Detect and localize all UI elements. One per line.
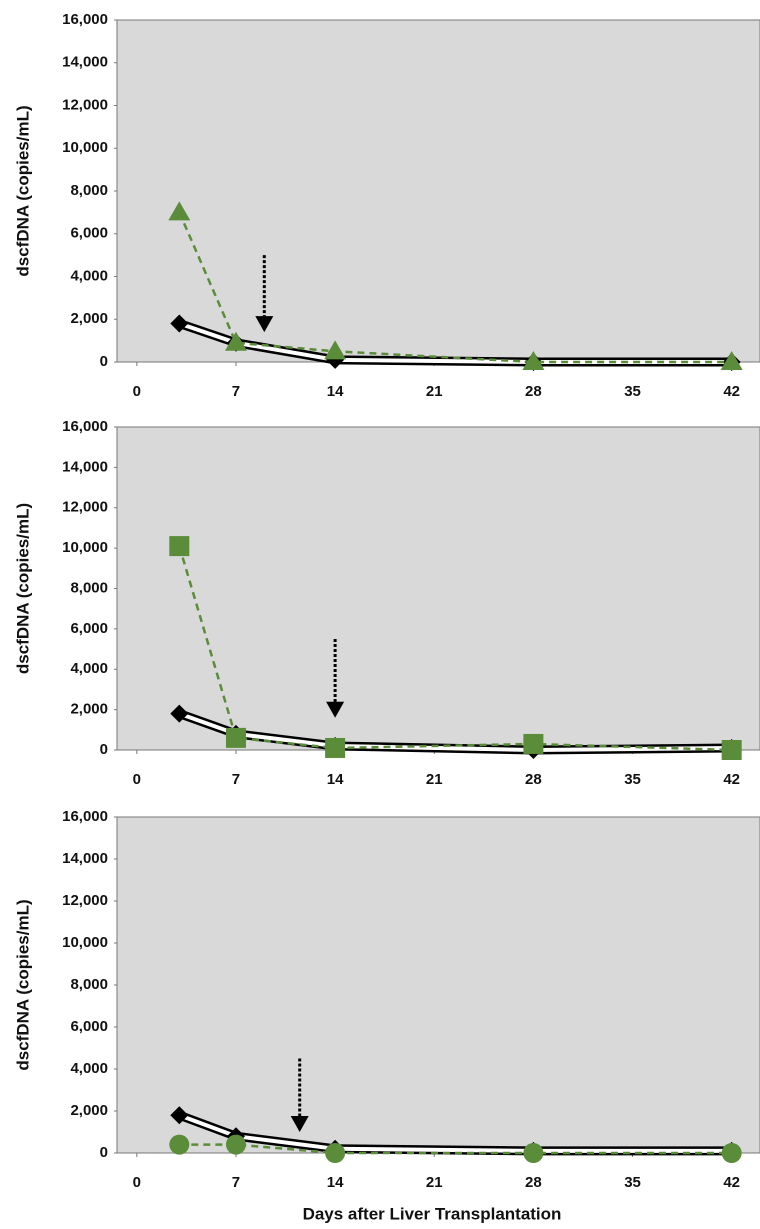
y-tick-label: 4,000	[70, 1060, 108, 1077]
y-tick-label: 14,000	[62, 54, 108, 71]
x-tick-label: 42	[723, 383, 740, 400]
plot-area	[116, 19, 760, 363]
y-tick-label: 2,000	[70, 1102, 108, 1119]
y-tick-label: 4,000	[70, 267, 108, 284]
point	[225, 727, 246, 748]
x-tick-label: 14	[327, 771, 344, 788]
x-tick-label: 28	[525, 1174, 542, 1191]
y-tick-label: 2,000	[70, 310, 108, 327]
x-tick-label: 7	[232, 771, 240, 788]
y-tick-label: 6,000	[70, 225, 108, 242]
x-tick-label: 21	[426, 383, 443, 400]
point	[720, 351, 743, 370]
x-tick-label: 7	[232, 383, 240, 400]
point	[170, 314, 189, 333]
y-tick-label: 12,000	[62, 96, 108, 113]
y-axis-label: dscfDNA (copies/mL)	[13, 899, 32, 1070]
y-tick-label: 16,000	[62, 11, 108, 28]
point	[721, 1143, 742, 1163]
y-tick-label: 16,000	[62, 808, 108, 825]
y-tick-label: 16,000	[62, 418, 108, 435]
y-tick-label: 0	[100, 353, 108, 370]
point	[170, 1106, 189, 1125]
x-tick-label: 42	[723, 1174, 740, 1191]
point	[523, 1143, 544, 1163]
point	[170, 704, 189, 723]
point	[325, 737, 346, 758]
x-tick-label: 42	[723, 771, 740, 788]
x-tick-label: 28	[525, 771, 542, 788]
x-tick-label: 35	[624, 1174, 641, 1191]
y-tick-label: 12,000	[62, 499, 108, 516]
point	[169, 1134, 190, 1155]
x-tick-label: 21	[426, 771, 443, 788]
y-tick-label: 6,000	[70, 1018, 108, 1035]
x-tick-label: 14	[327, 383, 344, 400]
y-tick-label: 0	[100, 741, 108, 758]
x-tick-label: 28	[525, 383, 542, 400]
point	[169, 536, 190, 557]
y-tick-label: 8,000	[70, 579, 108, 596]
point	[224, 331, 247, 351]
y-tick-label: 10,000	[62, 934, 108, 951]
y-tick-label: 12,000	[62, 892, 108, 909]
plot-area	[116, 426, 760, 751]
arrow-head	[290, 1116, 309, 1132]
x-tick-label: 35	[624, 771, 641, 788]
point	[324, 340, 347, 360]
y-tick-label: 0	[100, 1144, 108, 1161]
point	[168, 201, 191, 221]
x-tick-label: 14	[327, 1174, 344, 1191]
y-tick-label: 14,000	[62, 850, 108, 867]
point	[523, 733, 544, 754]
y-tick-label: 14,000	[62, 458, 108, 475]
x-axis-label: Days after Liver Transplantation	[303, 1204, 562, 1223]
y-tick-label: 6,000	[70, 620, 108, 637]
y-tick-label: 2,000	[70, 701, 108, 718]
series-line	[178, 545, 732, 752]
x-tick-label: 35	[624, 383, 641, 400]
x-tick-label: 21	[426, 1174, 443, 1191]
x-tick-label: 0	[133, 383, 141, 400]
y-tick-label: 4,000	[70, 660, 108, 677]
point	[721, 740, 742, 760]
plot-area	[116, 816, 760, 1154]
x-tick-label: 0	[133, 771, 141, 788]
y-tick-label: 10,000	[62, 539, 108, 556]
point	[522, 351, 545, 370]
y-tick-label: 8,000	[70, 976, 108, 993]
arrow-head	[255, 316, 274, 333]
y-tick-label: 8,000	[70, 182, 108, 199]
point	[225, 1134, 246, 1155]
y-tick-label: 10,000	[62, 139, 108, 156]
y-axis-label: dscfDNA (copies/mL)	[13, 503, 32, 674]
y-axis-label: dscfDNA (copies/mL)	[13, 105, 32, 276]
point	[325, 1143, 346, 1163]
x-tick-label: 7	[232, 1174, 240, 1191]
x-tick-label: 0	[133, 1174, 141, 1191]
arrow-head	[326, 701, 345, 718]
